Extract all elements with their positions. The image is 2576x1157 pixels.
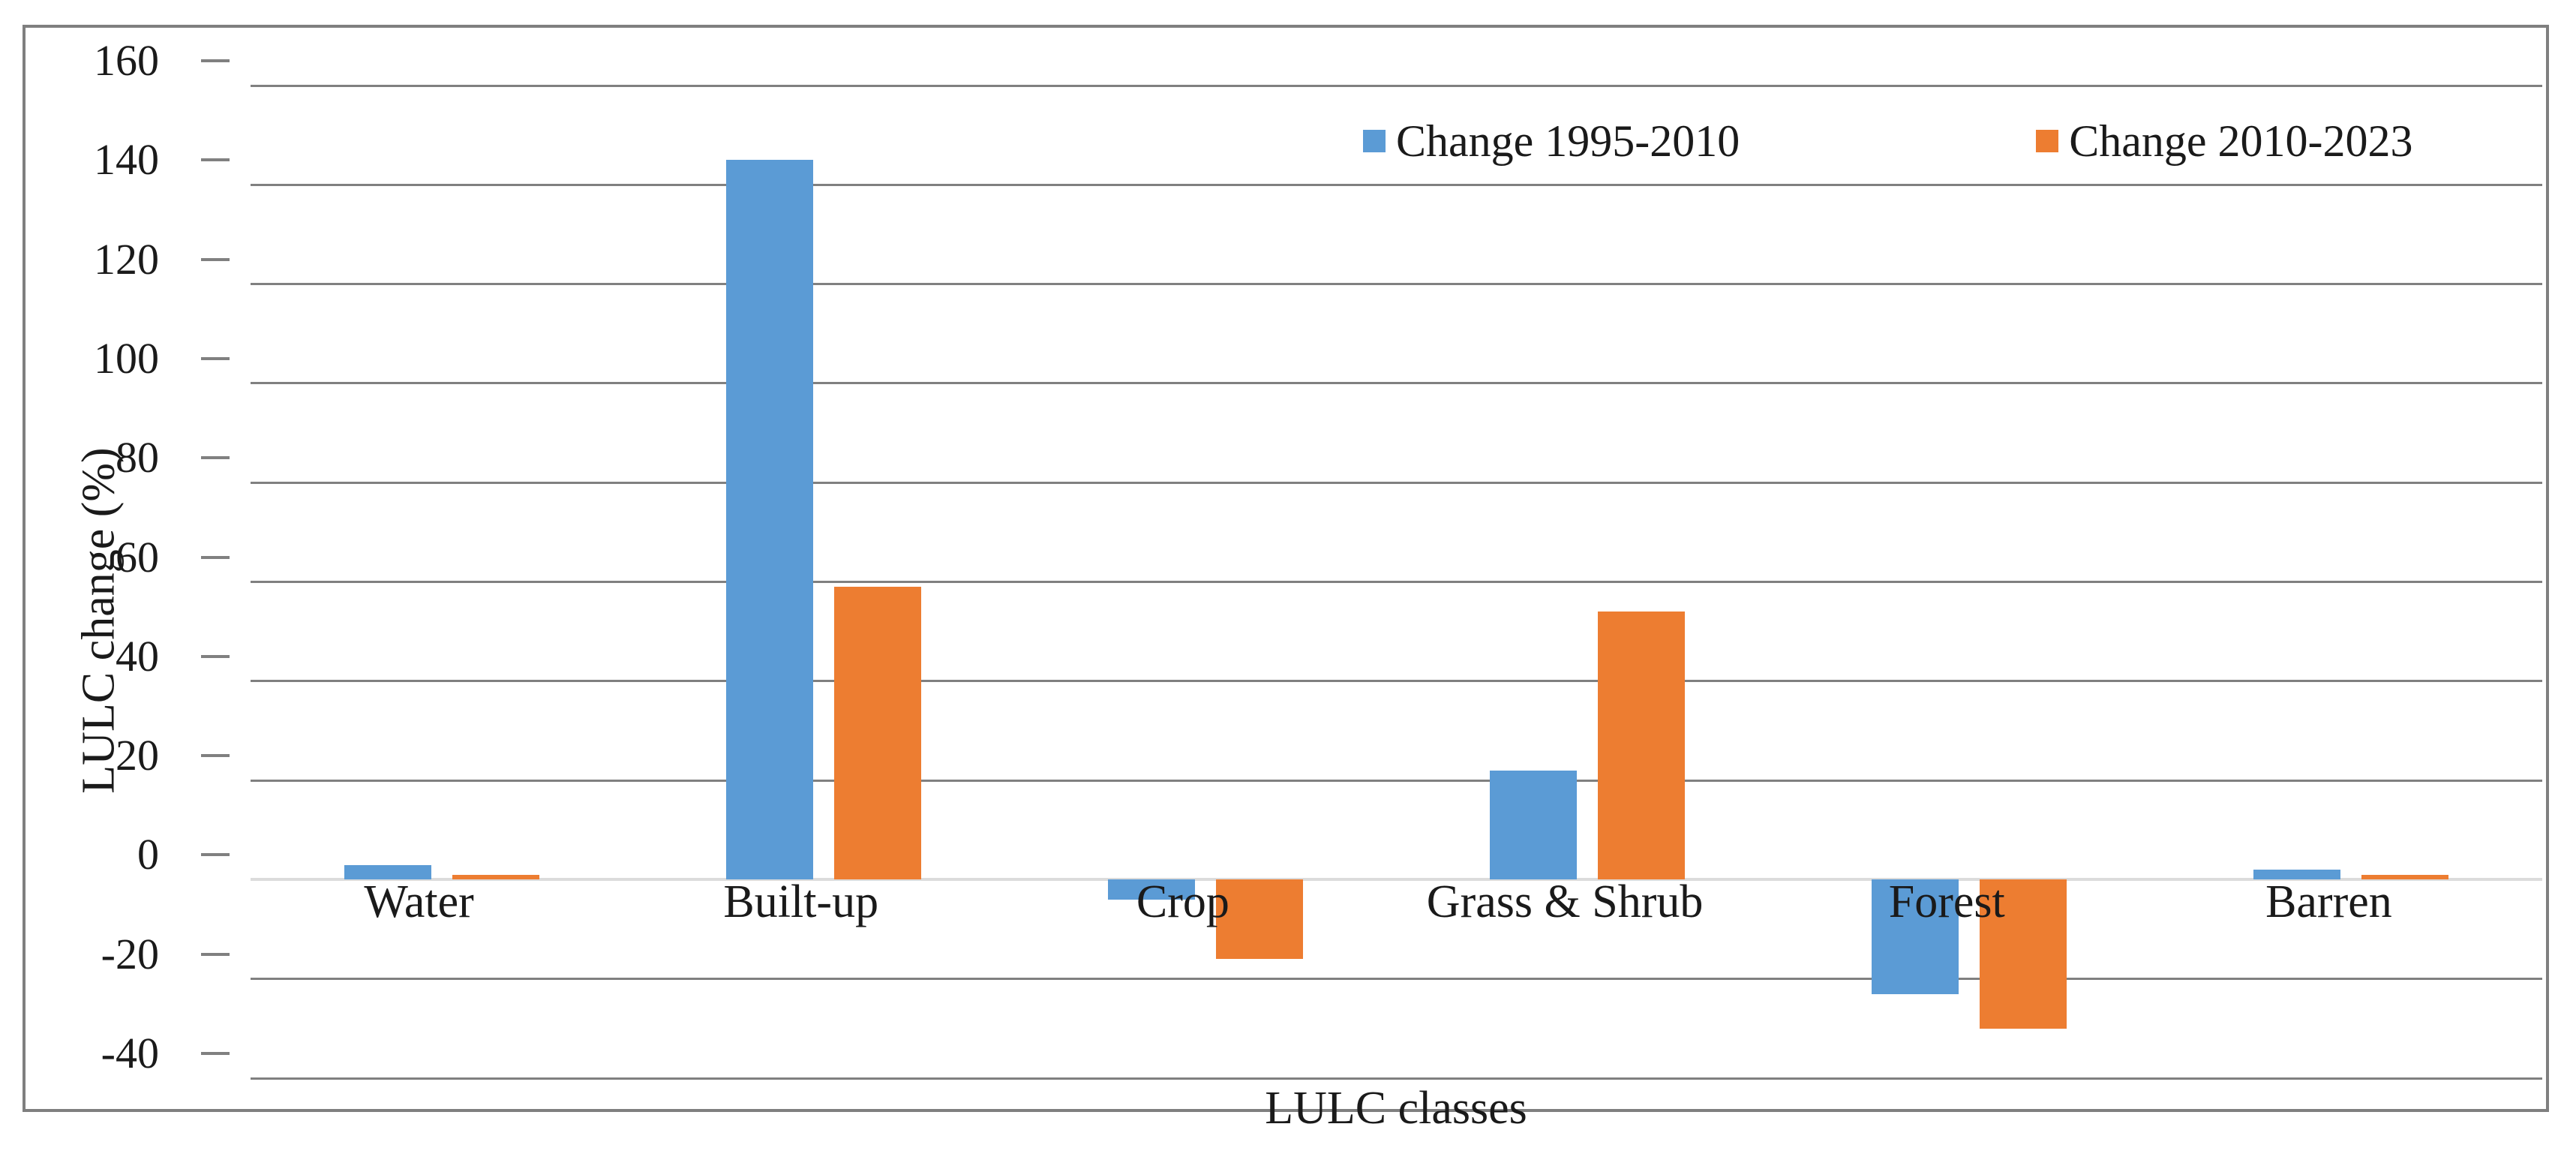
- category-label-crop: Crop: [1136, 876, 1229, 928]
- y-tick-label-40: 40: [116, 631, 159, 681]
- y-tick-label--20: -20: [101, 929, 159, 978]
- category-label-grass-shrub: Grass & Shrub: [1426, 876, 1704, 928]
- gridline-y--40: [251, 1077, 2542, 1080]
- gridline-y-20: [251, 779, 2542, 782]
- gridline-y-160: [251, 84, 2542, 87]
- y-tick-mark-140: [201, 158, 230, 162]
- y-tick-mark--40: [201, 1052, 230, 1055]
- y-tick-mark-40: [201, 654, 230, 658]
- x-axis-title: LULC classes: [1265, 1083, 1527, 1134]
- legend-label: Change 2010-2023: [2069, 116, 2413, 166]
- zero-axis-line: [251, 878, 2542, 882]
- bar-barren-series-2: [2361, 874, 2449, 880]
- y-tick-label-160: 160: [94, 36, 159, 85]
- gridline-y-80: [251, 481, 2542, 484]
- legend-marker-icon: [2036, 130, 2059, 152]
- y-tick-mark--20: [201, 952, 230, 956]
- gridline-y-40: [251, 680, 2542, 683]
- y-tick-mark-120: [201, 257, 230, 261]
- y-tick-label-60: 60: [116, 532, 159, 582]
- category-label-barren: Barren: [2265, 876, 2392, 928]
- legend-entry-1: Change 1995-2010: [1363, 116, 1740, 166]
- y-tick-mark-80: [201, 456, 230, 460]
- y-tick-label-100: 100: [94, 333, 159, 383]
- legend-marker-icon: [1363, 130, 1386, 152]
- bar-grass-shrub-series-2: [1598, 612, 1686, 880]
- y-tick-mark-160: [201, 59, 230, 62]
- y-tick-label--40: -40: [101, 1029, 159, 1077]
- bar-water-series-1: [344, 864, 431, 880]
- bar-built-up-series-1: [725, 160, 813, 880]
- category-label-water: Water: [364, 876, 474, 928]
- plot-area: [251, 84, 2542, 1080]
- bar-crop-series-2: [1215, 879, 1303, 960]
- gridline-y-100: [251, 382, 2542, 385]
- gridline-y--20: [251, 978, 2542, 981]
- y-tick-mark-20: [201, 754, 230, 758]
- y-tick-label-140: 140: [94, 135, 159, 185]
- legend: Change 1995-2010 Change 2010-2023: [1363, 116, 2413, 166]
- y-tick-mark-0: [201, 853, 230, 857]
- y-tick-mark-60: [201, 555, 230, 559]
- bar-grass-shrub-series-1: [1490, 770, 1578, 880]
- bar-water-series-2: [452, 874, 539, 880]
- bar-forest-series-1: [1872, 879, 1959, 994]
- y-tick-label-0: 0: [137, 830, 159, 879]
- category-label-forest: Forest: [1888, 876, 2005, 928]
- gridline-y-120: [251, 283, 2542, 286]
- bar-crop-series-1: [1107, 879, 1195, 900]
- legend-label: Change 1995-2010: [1396, 116, 1740, 166]
- y-tick-label-20: 20: [116, 731, 159, 780]
- bar-barren-series-1: [2253, 870, 2341, 880]
- y-tick-label-80: 80: [116, 433, 159, 482]
- y-tick-label-120: 120: [94, 234, 159, 284]
- gridline-y-60: [251, 581, 2542, 583]
- y-tick-mark-100: [201, 356, 230, 360]
- y-axis-title: LULC change (%): [73, 447, 125, 794]
- bar-forest-series-2: [1980, 879, 2067, 1029]
- legend-entry-2: Change 2010-2023: [2036, 116, 2413, 166]
- category-label-built-up: Built-up: [723, 876, 879, 928]
- chart-frame: 160 140 120 100 80 60 40 20 0 -20 -40 Water Built-u…: [23, 25, 2549, 1134]
- gridline-y-140: [251, 183, 2542, 186]
- bar-built-up-series-2: [833, 587, 921, 880]
